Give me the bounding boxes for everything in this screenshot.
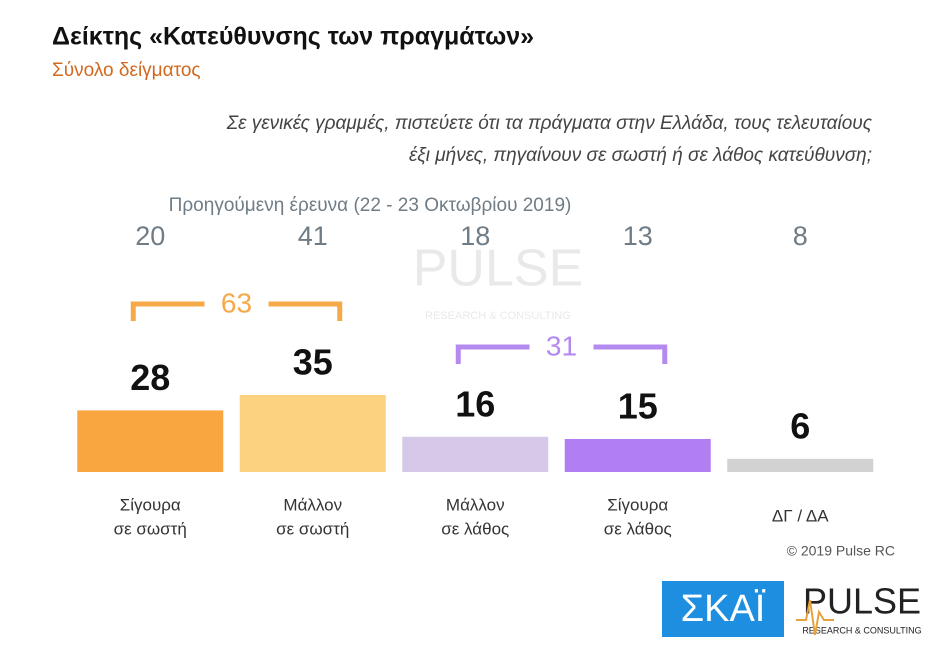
pulse-logo-text: PULSE	[803, 581, 921, 622]
previous-value: 18	[460, 221, 490, 251]
x-tick-label: Σίγουρα	[607, 495, 668, 514]
x-tick-label: σε σωστή	[114, 519, 187, 538]
x-tick-label: σε λάθος	[604, 519, 672, 538]
previous-value: 41	[298, 221, 328, 251]
x-tick-label: ΔΓ / ΔΑ	[772, 506, 829, 525]
x-tick-label: Μάλλον	[446, 495, 505, 514]
chart-subtitle: Σύνολο δείγματος	[52, 60, 201, 81]
previous-value: 8	[793, 221, 808, 251]
bar	[727, 458, 874, 472]
watermark: PULSE RESEARCH & CONSULTING	[413, 240, 584, 322]
value-label: 15	[618, 386, 658, 427]
value-label: 28	[130, 357, 170, 398]
pulse-logo-sub: RESEARCH & CONSULTING	[802, 625, 921, 635]
x-tick-label: σε λάθος	[441, 519, 509, 538]
copyright: © 2019 Pulse RC	[787, 543, 895, 559]
x-tick-label: Σίγουρα	[120, 495, 181, 514]
group-value: 63	[221, 287, 252, 318]
watermark-text: PULSE	[413, 240, 584, 298]
watermark-sub: RESEARCH & CONSULTING	[425, 310, 571, 322]
group-value: 31	[546, 330, 577, 361]
previous-label: Προηγούμενη έρευνα (22 - 23 Οκτωβρίου 20…	[169, 195, 572, 216]
skai-logo-text: ΣΚΑΪ	[681, 588, 766, 630]
bar	[77, 410, 224, 472]
bar	[402, 436, 549, 472]
previous-value: 13	[623, 221, 653, 251]
chart-title: Δείκτης «Κατεύθυνσης των πραγμάτων»	[52, 23, 534, 51]
x-tick-label: Μάλλον	[283, 495, 342, 514]
pulse-logo-wave	[796, 599, 834, 636]
previous-value: 20	[135, 221, 165, 251]
value-label: 6	[790, 405, 810, 446]
question-line: έξι μήνες, πηγαίνουν σε σωστή ή σε λάθος…	[409, 145, 872, 166]
bar	[239, 395, 386, 472]
group-bracket	[455, 344, 668, 364]
value-label: 35	[293, 342, 333, 383]
bar	[564, 439, 711, 472]
question-line: Σε γενικές γραμμές, πιστεύετε ότι τα πρά…	[226, 113, 873, 134]
skai-logo	[662, 581, 784, 637]
x-tick-label: σε σωστή	[276, 519, 349, 538]
group-bracket	[130, 301, 343, 321]
value-label: 16	[455, 383, 495, 424]
